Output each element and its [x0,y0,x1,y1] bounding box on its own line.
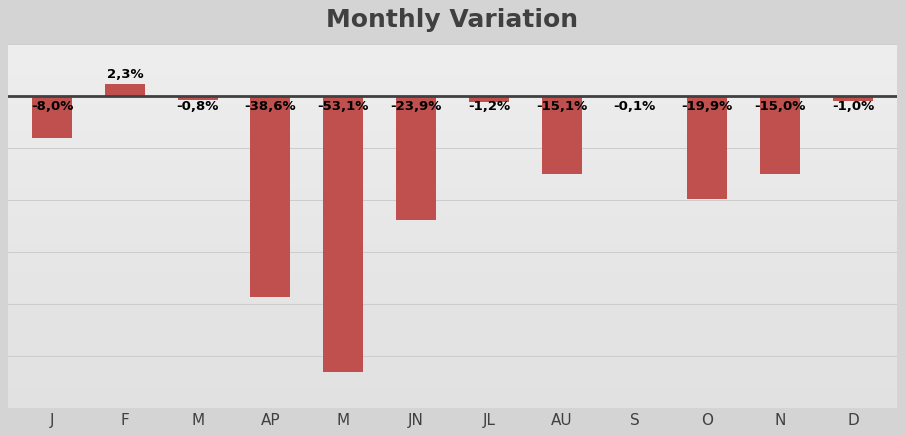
Text: -1,0%: -1,0% [832,100,874,113]
Bar [469,96,509,102]
Text: -38,6%: -38,6% [244,100,296,113]
Text: -0,8%: -0,8% [176,100,219,113]
Text: -15,0%: -15,0% [755,100,805,113]
Bar [251,96,291,296]
Bar [105,84,145,96]
Text: -8,0%: -8,0% [31,100,73,113]
Text: -19,9%: -19,9% [681,100,733,113]
Bar [833,96,873,101]
Bar [32,96,72,137]
Bar [396,96,436,220]
Text: 2,3%: 2,3% [107,68,143,82]
Text: -53,1%: -53,1% [318,100,369,113]
Text: -0,1%: -0,1% [614,100,655,113]
Title: Monthly Variation: Monthly Variation [327,8,578,32]
Text: -23,9%: -23,9% [390,100,442,113]
Bar [687,96,728,199]
Text: -1,2%: -1,2% [468,100,510,113]
Bar [542,96,582,174]
Bar [177,96,218,100]
Text: -15,1%: -15,1% [536,100,587,113]
Bar [760,96,800,174]
Bar [323,96,363,372]
